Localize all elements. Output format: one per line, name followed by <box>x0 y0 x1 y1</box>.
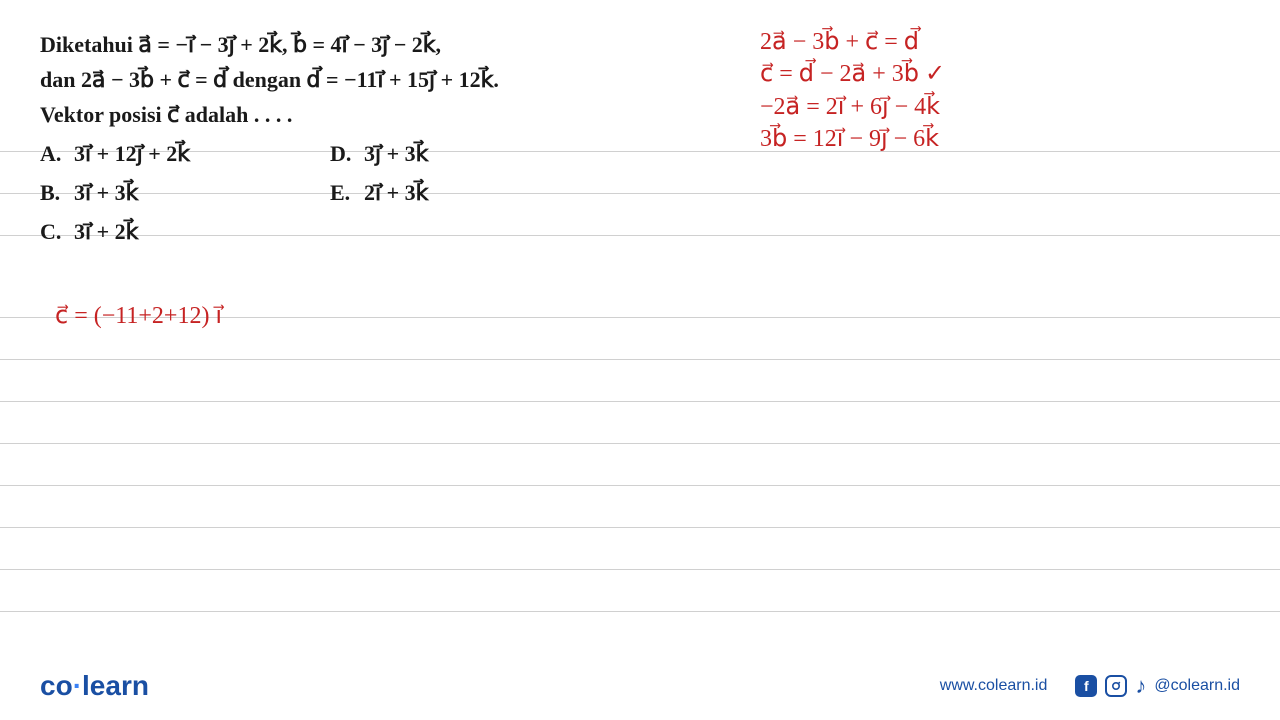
logo: co·learn <box>40 670 149 702</box>
socials: f ♪ @colearn.id <box>1075 673 1240 699</box>
logo-dot-icon: · <box>73 670 82 701</box>
hw-line-3: −2a⃗ = 2i⃗ + 6j⃗ − 4k⃗ <box>760 91 1230 123</box>
option-d: D.3j⃗ + 3k⃗ <box>330 137 620 170</box>
option-b: B.3i⃗ + 3k⃗ <box>40 176 330 209</box>
option-e: E.2i⃗ + 3k⃗ <box>330 176 620 209</box>
rule-line <box>0 611 1280 612</box>
question-line-3: Vektor posisi c⃗ adalah . . . . <box>40 98 680 131</box>
question-line-2: dan 2a⃗ − 3b⃗ + c⃗ = d⃗ dengan d⃗ = −11i… <box>40 63 680 96</box>
hw-bottom-text: c⃗ = (−11+2+12) i⃗ <box>55 303 222 329</box>
rule-line <box>0 401 1280 402</box>
rule-line <box>0 443 1280 444</box>
rule-line <box>0 485 1280 486</box>
logo-post: learn <box>82 670 149 701</box>
page: Diketahui a⃗ = −i⃗ − 3j⃗ + 2k⃗, b⃗ = 4i⃗… <box>0 0 1280 720</box>
facebook-icon: f <box>1075 675 1097 697</box>
question-line-1: Diketahui a⃗ = −i⃗ − 3j⃗ + 2k⃗, b⃗ = 4i⃗… <box>40 28 680 61</box>
question-block: Diketahui a⃗ = −i⃗ − 3j⃗ + 2k⃗, b⃗ = 4i⃗… <box>40 28 680 248</box>
hw-line-2: c⃗ = d⃗ − 2a⃗ + 3b⃗ ✓ <box>760 58 1230 90</box>
option-c: C.3i⃗ + 2k⃗ <box>40 215 330 248</box>
hw-line-1: 2a⃗ − 3b⃗ + c⃗ = d⃗ <box>760 26 1230 58</box>
options-grid: A.3i⃗ + 12j⃗ + 2k⃗ D.3j⃗ + 3k⃗ B.3i⃗ + 3… <box>40 137 680 248</box>
rule-line <box>0 569 1280 570</box>
logo-pre: co <box>40 670 73 701</box>
hw-line-4: 3b⃗ = 12i⃗ − 9j⃗ − 6k⃗ <box>760 123 1230 155</box>
footer-handle: @colearn.id <box>1154 677 1240 695</box>
footer-url: www.colearn.id <box>940 677 1048 695</box>
handwriting-right: 2a⃗ − 3b⃗ + c⃗ = d⃗ c⃗ = d⃗ − 2a⃗ + 3b⃗ … <box>760 26 1230 156</box>
rule-line <box>0 527 1280 528</box>
tiktok-icon: ♪ <box>1135 673 1146 699</box>
rule-line <box>0 359 1280 360</box>
footer: co·learn www.colearn.id f ♪ @colearn.id <box>40 670 1240 702</box>
handwriting-bottom: c⃗ = (−11+2+12) i⃗ <box>55 300 222 332</box>
option-a: A.3i⃗ + 12j⃗ + 2k⃗ <box>40 137 330 170</box>
footer-right: www.colearn.id f ♪ @colearn.id <box>940 673 1240 699</box>
instagram-icon <box>1105 675 1127 697</box>
